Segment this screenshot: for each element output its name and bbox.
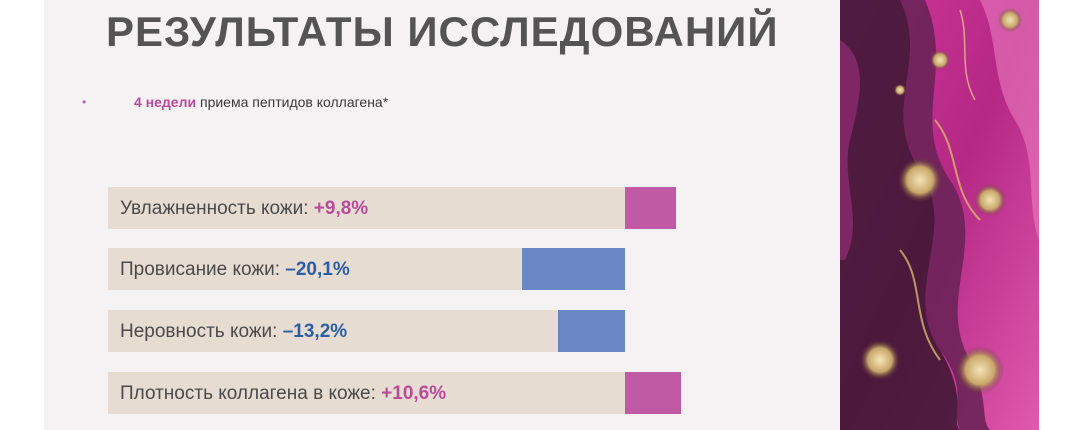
result-name: Провисание кожи: xyxy=(120,259,286,280)
right-margin xyxy=(1039,0,1077,430)
result-value: +9,8% xyxy=(313,198,369,219)
result-label: Плотность коллагена в коже: +10,6% xyxy=(120,383,446,405)
result-bar-negative xyxy=(522,248,625,290)
result-value: –20,1% xyxy=(285,259,350,280)
result-name: Увлажненность кожи: xyxy=(120,198,314,219)
result-track xyxy=(108,372,625,414)
result-bar-positive xyxy=(625,187,676,229)
subtitle-accent: 4 недели xyxy=(134,94,197,110)
result-name: Неровность кожи: xyxy=(120,321,283,342)
subtitle: 4 недели приема пептидов коллагена* xyxy=(134,94,388,110)
result-value: –13,2% xyxy=(282,321,348,342)
result-label: Провисание кожи: –20,1% xyxy=(120,259,350,281)
result-track xyxy=(108,310,558,352)
result-track xyxy=(108,248,522,290)
result-bar-negative xyxy=(558,310,625,352)
result-track xyxy=(108,187,625,229)
marble-decor-image xyxy=(840,0,1039,430)
slide-title: РЕЗУЛЬТАТЫ ИССЛЕДОВАНИЙ xyxy=(106,8,779,55)
result-label: Увлажненность кожи: +9,8% xyxy=(120,198,368,220)
result-bar-positive xyxy=(625,372,681,414)
subtitle-text: приема пептидов коллагена* xyxy=(196,94,389,110)
result-value: +10,6% xyxy=(381,383,447,404)
bullet-dot: • xyxy=(82,95,87,109)
result-label: Неровность кожи: –13,2% xyxy=(120,321,347,343)
slide: РЕЗУЛЬТАТЫ ИССЛЕДОВАНИЙ • 4 недели прием… xyxy=(44,0,840,430)
result-name: Плотность коллагена в коже: xyxy=(120,383,382,404)
